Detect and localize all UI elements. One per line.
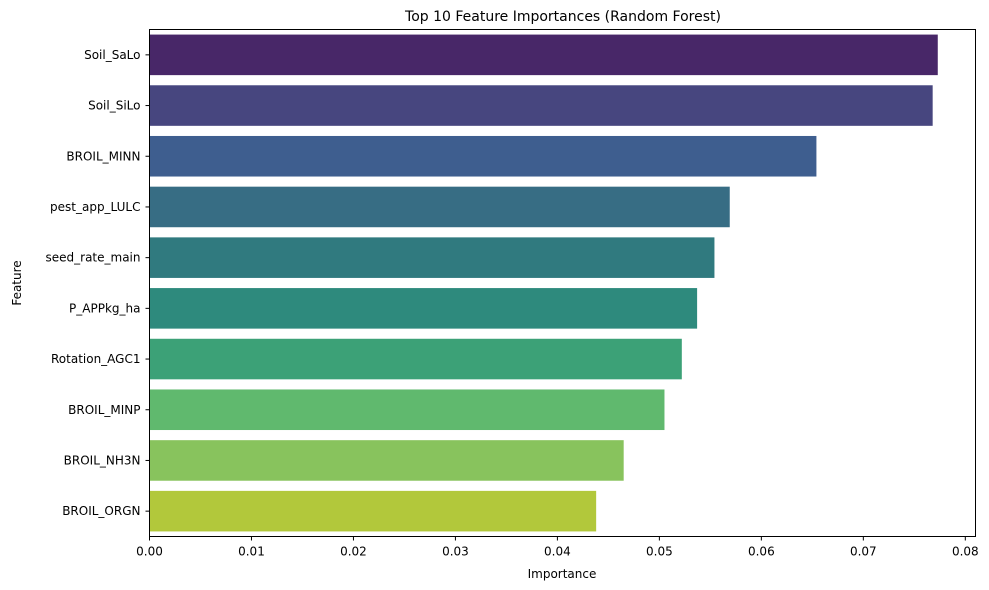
y-tick-label: Soil_SiLo (88, 99, 140, 113)
y-axis-ticks: Soil_SaLo Soil_SiLo BROIL_MINN pest_app_LUL… (46, 48, 150, 518)
y-tick-label: BROIL_MINP (68, 403, 140, 417)
bar-soil-silo (149, 85, 933, 126)
x-tick-label: 0.00 (136, 545, 163, 559)
bar-broil-minn (149, 135, 817, 177)
x-axis-label: Importance (528, 567, 597, 581)
bar-broil-minp (149, 389, 665, 431)
y-tick-label: BROIL_ORGN (62, 504, 140, 518)
plot-frame (149, 29, 976, 537)
x-tick-label: 0.08 (952, 545, 979, 559)
x-axis-ticks: 0.00 0.01 0.02 0.03 0.04 0.05 0.06 0.07 0.08 (136, 536, 979, 559)
bar-soil-salo (149, 34, 938, 76)
bar-broil-nh3n (149, 440, 624, 481)
x-tick-label: 0.01 (238, 545, 265, 559)
y-tick-label: Rotation_AGC1 (51, 352, 141, 366)
x-tick-label: 0.06 (748, 545, 775, 559)
x-tick-label: 0.05 (646, 545, 673, 559)
bar-seed-rate-main (149, 237, 715, 278)
y-tick-label: P_APPkg_ha (69, 301, 140, 315)
y-tick-label: pest_app_LULC (50, 200, 140, 214)
x-tick-label: 0.07 (850, 545, 877, 559)
y-axis-label: Feature (10, 260, 24, 305)
bar-rotation-agc1 (149, 338, 682, 380)
bar-p-appkg-ha (149, 288, 698, 329)
y-tick-label: seed_rate_main (46, 251, 141, 265)
bar-pest-app-lulc (149, 186, 730, 228)
bar-group (149, 34, 938, 532)
chart-title: Top 10 Feature Importances (Random Fores… (404, 9, 721, 25)
x-tick-label: 0.04 (544, 545, 571, 559)
y-tick-label: BROIL_NH3N (64, 453, 141, 467)
y-tick-label: BROIL_MINN (66, 149, 140, 163)
bar-broil-orgn (149, 490, 597, 532)
x-tick-label: 0.02 (340, 545, 367, 559)
x-tick-label: 0.03 (442, 545, 469, 559)
y-tick-label: Soil_SaLo (84, 48, 140, 62)
